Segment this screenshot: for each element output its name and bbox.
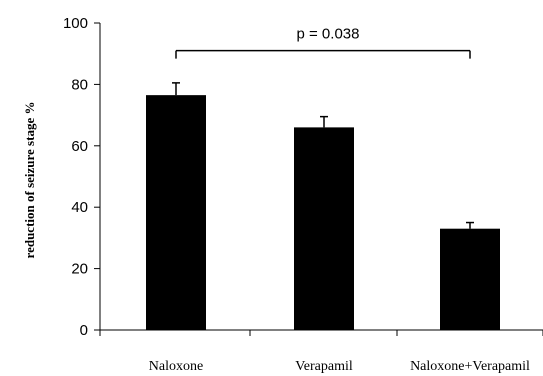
y-tick-label: 40 <box>71 199 88 216</box>
bar <box>294 127 354 330</box>
y-tick-label: 80 <box>71 76 88 93</box>
error-bars <box>172 82 474 229</box>
bar <box>146 95 206 331</box>
y-tick-label: 100 <box>63 15 88 32</box>
y-axis-title: reduction of seizure stage % <box>22 102 37 259</box>
y-tick-label: 0 <box>80 322 88 339</box>
x-category-label: Verapamil <box>295 359 353 374</box>
significance-annotation: p = 0.038 <box>175 26 471 59</box>
y-tick-label: 20 <box>71 261 88 278</box>
p-value-label: p = 0.038 <box>297 26 360 43</box>
y-tick-label: 60 <box>71 138 88 155</box>
y-axis-title-group: reduction of seizure stage % <box>22 102 37 259</box>
x-labels: Naloxone Verapamil Naloxone+Verapamil <box>149 359 530 374</box>
y-ticks: 0 20 40 60 80 100 <box>63 15 100 339</box>
x-category-label: Naloxone <box>149 359 203 374</box>
bar <box>440 228 500 330</box>
bars <box>146 95 500 331</box>
x-category-label: Naloxone+Verapamil <box>410 359 530 374</box>
